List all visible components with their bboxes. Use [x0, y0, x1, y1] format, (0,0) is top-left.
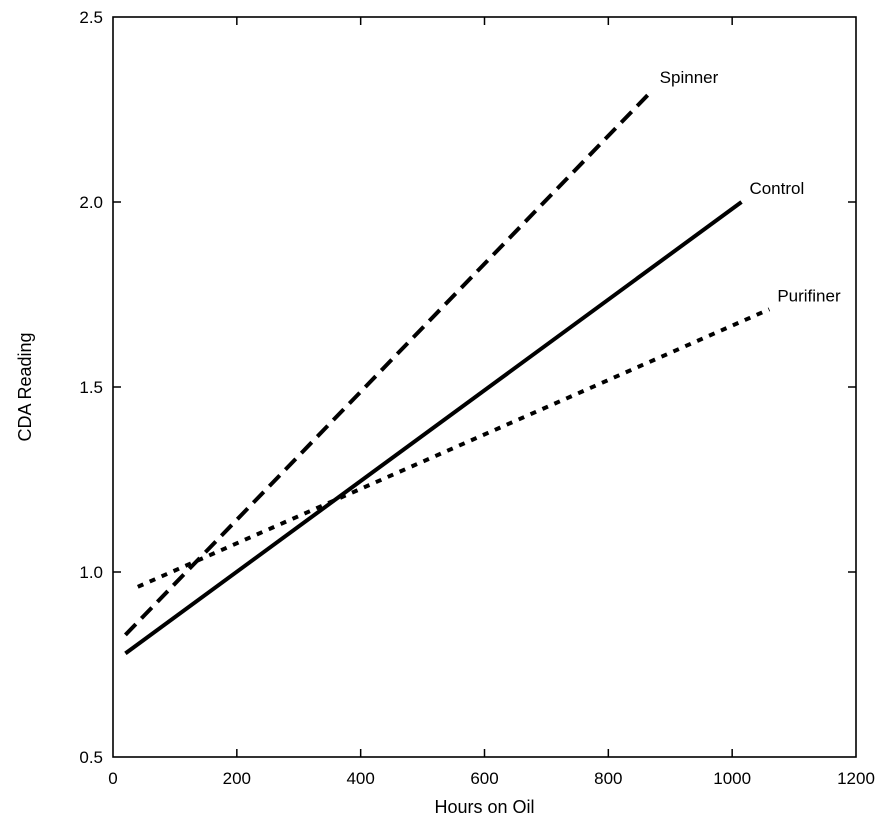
series-lines	[123, 89, 771, 656]
x-tick-label: 400	[346, 769, 374, 788]
y-tick-label: 1.5	[79, 378, 103, 397]
y-tick-label: 2.5	[79, 8, 103, 27]
series-label-spinner: Spinner	[660, 68, 719, 87]
x-axis-title: Hours on Oil	[434, 797, 534, 817]
x-tick-label: 600	[470, 769, 498, 788]
y-tick-label: 2.0	[79, 193, 103, 212]
x-axis-ticks: 0 200 400 600 800 1000 1200	[108, 17, 875, 788]
y-axis-title: CDA Reading	[15, 332, 35, 441]
series-line-purifiner	[136, 307, 771, 589]
plot-area-border	[112, 16, 857, 758]
series-line-control	[124, 200, 743, 656]
series-label-purifiner: Purifiner	[777, 286, 841, 305]
y-tick-label: 1.0	[79, 563, 103, 582]
x-tick-label: 1200	[837, 769, 875, 788]
series-line-spinner	[123, 89, 654, 637]
x-tick-label: 0	[108, 769, 117, 788]
series-label-control: Control	[749, 179, 804, 198]
y-tick-label: 0.5	[79, 748, 103, 767]
plot-frame	[112, 16, 857, 758]
x-tick-label: 1000	[713, 769, 751, 788]
x-tick-label: 200	[223, 769, 251, 788]
series-labels: Spinner Control Purifiner	[660, 68, 841, 305]
y-axis-ticks: 0.5 1.0 1.5 2.0 2.5	[79, 8, 856, 767]
x-tick-label: 800	[594, 769, 622, 788]
